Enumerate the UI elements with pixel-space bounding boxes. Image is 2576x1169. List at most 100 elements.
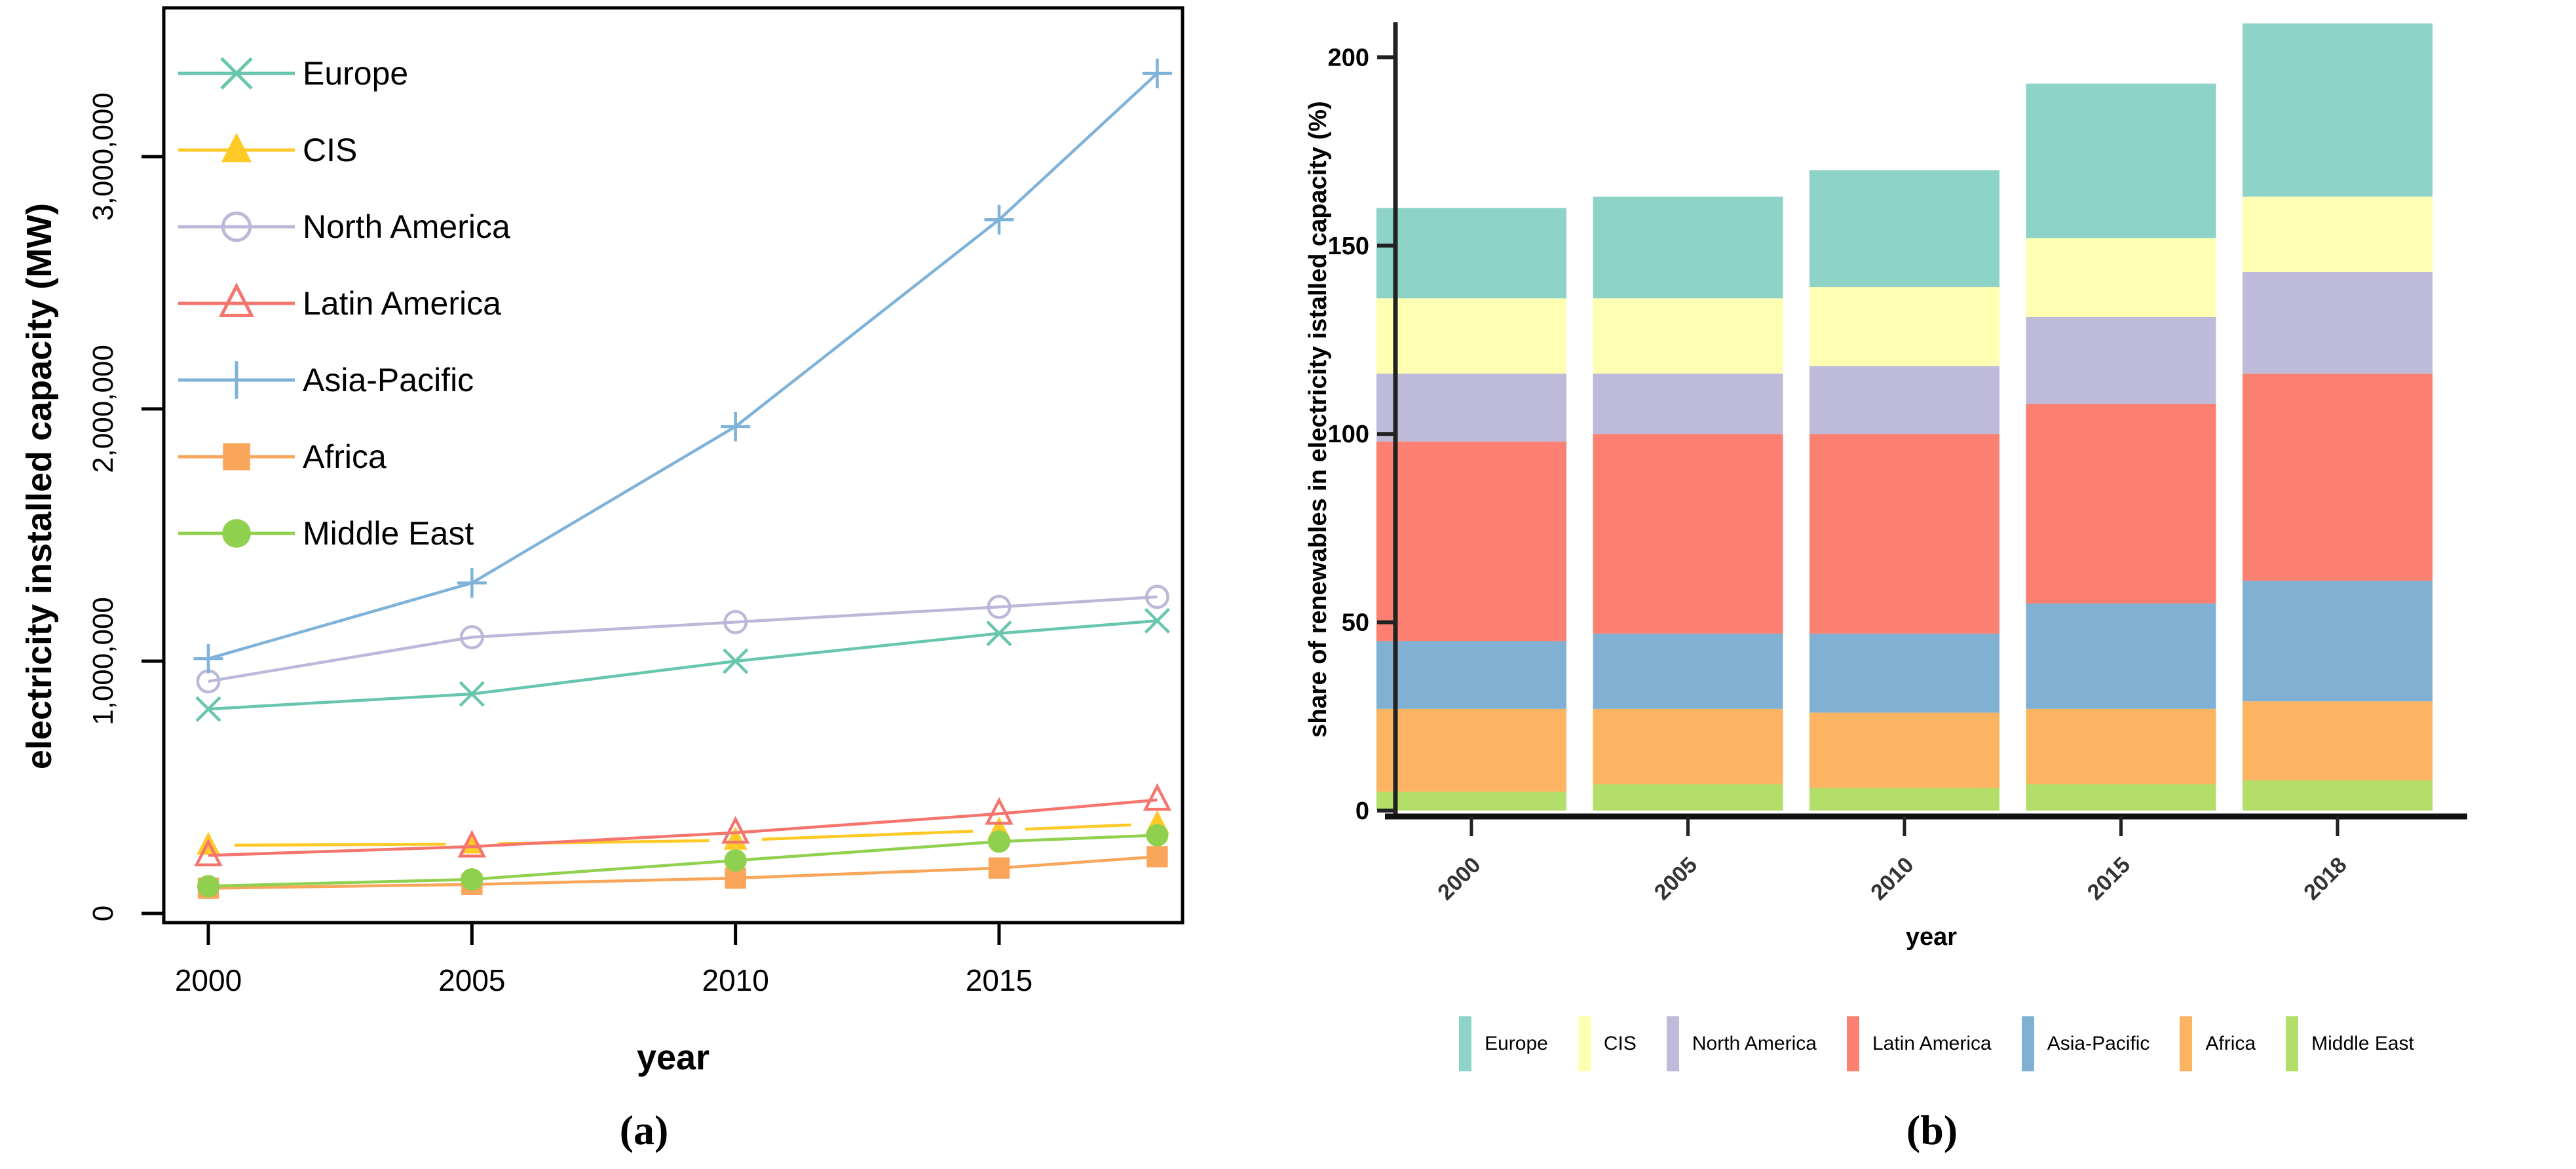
x-axis-title: year: [1906, 923, 1957, 951]
series-segment: [234, 843, 446, 847]
legend-label: North America: [303, 208, 510, 245]
circle-filled-shape: [987, 830, 1011, 853]
x: [195, 696, 221, 722]
series-segment: [998, 798, 1158, 816]
legend-item-africa: Africa: [178, 438, 387, 475]
y-tick-label: 150: [1328, 233, 1369, 260]
bar-segment-latin-america: [1376, 441, 1566, 642]
legend-item-latin-america: Latin America: [1846, 1016, 1992, 1071]
plus: [193, 643, 223, 674]
series-segment: [208, 883, 472, 890]
bar-segment-north-america: [1809, 366, 1999, 434]
bar-segment-north-america: [2026, 317, 2216, 404]
x-tick-label: 2010: [702, 963, 768, 997]
stacked-bar-2018: [2243, 23, 2433, 811]
bar-segment-latin-america: [1809, 434, 1999, 634]
y-tick-label: 1,000,000: [87, 597, 119, 725]
triangle-open-shape: [457, 830, 487, 858]
bar-segment-africa: [1376, 708, 1566, 792]
legend-label: Europe: [1485, 1033, 1548, 1054]
x-marker-line: [459, 681, 485, 707]
legend-swatch: [1846, 1016, 1859, 1071]
x-marker-line: [195, 696, 221, 722]
legend-item-africa: Africa: [2180, 1016, 2256, 1071]
bar-segment-north-america: [1376, 374, 1566, 442]
series-segment: [998, 595, 1158, 609]
bar-segment-asia-pacific: [1593, 633, 1783, 709]
bar-segment-north-america: [2243, 272, 2433, 374]
y-tick-label: 0: [87, 906, 119, 921]
series-segment: [472, 659, 736, 696]
x-tick-label: 2005: [438, 963, 505, 997]
capacity-line-chart: 0 1,000,000 2,000,000 3,000,000 2000 2005 2010…: [20, 6, 1184, 1077]
circle-open-shape: [1145, 584, 1169, 609]
triangle-open-shape: [218, 282, 255, 317]
bar-segment-asia-pacific: [2243, 581, 2433, 702]
x: [220, 57, 253, 90]
bar-segment-middle-east: [2026, 784, 2216, 811]
series-asia-pacific: [193, 58, 1172, 674]
series-segment: [472, 858, 736, 881]
circle-filled-shape: [461, 868, 483, 891]
stacked-bar-2005: [1593, 197, 1783, 811]
bar-segment-cis: [2026, 238, 2216, 318]
circle-filled-shape: [724, 849, 747, 872]
legend-item-north-america: North America: [1666, 1016, 1817, 1071]
bar-segment-europe: [2026, 83, 2216, 239]
legend-label: Africa: [2205, 1033, 2256, 1054]
bar-segment-latin-america: [2026, 404, 2216, 604]
x: [986, 621, 1012, 647]
legend-item-latin-america: Latin America: [178, 282, 501, 322]
y-tick-label: 0: [1355, 797, 1369, 825]
circle-open-shape: [459, 624, 484, 649]
y-axis-title: electricity installed capacity (MW): [20, 203, 59, 769]
y-tick-label: 2,000,000: [87, 345, 119, 473]
legend-item-europe: Europe: [178, 55, 408, 92]
bar-segment-north-america: [1593, 374, 1783, 434]
triangle-open-shape: [721, 816, 750, 844]
triangle-filled-shape: [723, 826, 748, 850]
series-segment: [735, 812, 1000, 835]
triangle-open: [218, 282, 255, 317]
series-segment: [208, 636, 472, 683]
x-tick-label: 2015: [966, 963, 1032, 997]
legend-swatch: [2021, 1016, 2034, 1071]
circle-open-shape: [221, 211, 252, 242]
panel-a-line-chart: 0 1,000,000 2,000,000 3,000,000 2000 2005 2010…: [20, 6, 1184, 1153]
legend-label: Latin America: [1872, 1033, 1992, 1054]
legend-item-cis: CIS: [1578, 1016, 1637, 1071]
x-marker-line: [1144, 607, 1170, 634]
bar-segment-latin-america: [1593, 434, 1783, 634]
y-tick-label: 100: [1328, 421, 1369, 448]
legend-item-cis: CIS: [178, 132, 357, 168]
triangle-filled-shape: [221, 132, 252, 163]
legend-item-middle-east: Middle East: [2286, 1016, 2414, 1071]
x: [723, 648, 749, 674]
circle-open-shape: [723, 609, 748, 634]
x-tick-label: 2010: [1866, 853, 1918, 905]
bar-segment-cis: [1593, 298, 1783, 374]
triangle-filled: [221, 132, 252, 163]
bar-segment-africa: [1809, 712, 1999, 788]
x-tick-label: 2005: [1650, 853, 1702, 905]
series-segment: [1025, 823, 1131, 831]
circle-filled: [197, 875, 220, 898]
bar-segment-europe: [1376, 208, 1566, 299]
triangle-filled: [723, 826, 748, 850]
triangle-open: [985, 797, 1013, 825]
plus: [984, 204, 1014, 235]
legend-label: Africa: [303, 438, 387, 475]
bar-segment-europe: [2243, 23, 2433, 197]
plus: [721, 412, 751, 442]
series-segment: [472, 831, 736, 849]
legend-label: Latin America: [303, 285, 501, 322]
bar-segment-asia-pacific: [2026, 603, 2216, 709]
legend-item-asia-pacific: Asia-Pacific: [2021, 1016, 2150, 1071]
x-tick-label: 2015: [2083, 853, 2135, 905]
series-segment: [472, 876, 736, 886]
bar-segment-middle-east: [1376, 792, 1566, 811]
circle-open: [987, 594, 1012, 619]
circle-open: [221, 211, 252, 242]
bar-segment-middle-east: [2243, 780, 2433, 811]
bar-segment-middle-east: [1593, 784, 1783, 811]
